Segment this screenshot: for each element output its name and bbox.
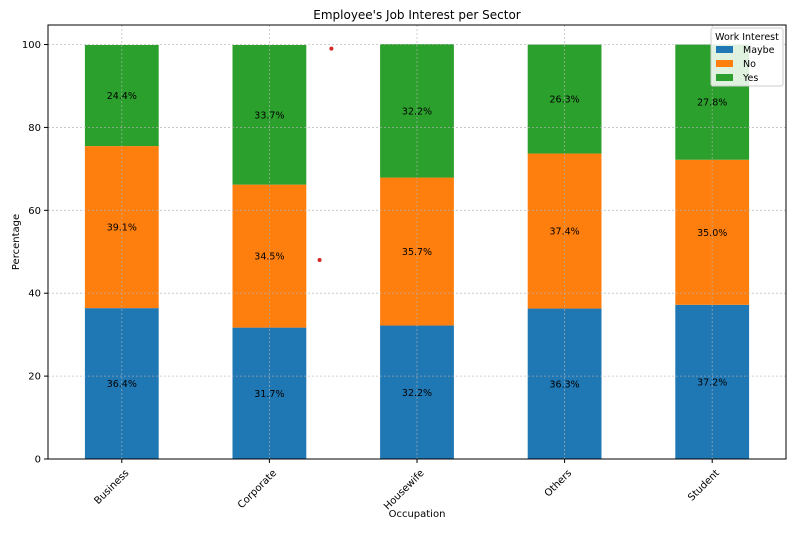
- y-tick-label: 40: [28, 289, 41, 300]
- data-label-maybe-business: 36.4%: [107, 379, 137, 390]
- legend-swatch-no: [716, 60, 733, 67]
- bar-segment-maybe-housewife: [380, 325, 454, 459]
- legend-swatch-yes: [716, 74, 733, 81]
- legend-label-yes: Yes: [742, 73, 758, 84]
- annotations-layer: [317, 46, 334, 263]
- y-tick-label: 20: [28, 372, 41, 383]
- x-tick-label-housewife: Housewife: [382, 468, 427, 513]
- y-tick-label: 80: [28, 123, 41, 134]
- data-label-no-corporate: 34.5%: [254, 252, 284, 263]
- legend: Work Interest Maybe No Yes: [710, 27, 784, 87]
- y-tick-label: 0: [35, 455, 41, 466]
- data-label-maybe-others: 36.3%: [550, 379, 580, 390]
- y-tick-label: 100: [22, 40, 41, 51]
- legend-items: Maybe No Yes: [716, 45, 775, 84]
- y-tick-label: 60: [28, 206, 41, 217]
- legend-label-maybe: Maybe: [743, 45, 775, 56]
- x-tick-label-others: Others: [543, 468, 575, 500]
- data-label-no-others: 37.4%: [550, 227, 580, 238]
- legend-box: [710, 27, 784, 87]
- data-label-yes-corporate: 33.7%: [254, 110, 284, 121]
- data-label-yes-business: 24.4%: [107, 91, 137, 102]
- y-axis-label: Percentage: [11, 214, 22, 270]
- data-label-maybe-corporate: 31.7%: [254, 389, 284, 400]
- chart-title: Employee's Job Interest per Sector: [313, 8, 521, 22]
- annotation-point: [317, 258, 322, 263]
- bar-segment-no-corporate: [232, 184, 307, 328]
- legend-title: Work Interest: [715, 32, 779, 43]
- data-label-maybe-housewife: 32.2%: [402, 388, 432, 399]
- x-tick-label-corporate: Corporate: [236, 468, 279, 511]
- data-label-yes-others: 26.3%: [550, 95, 580, 106]
- legend-label-no: No: [743, 59, 756, 70]
- data-label-no-student: 35.0%: [697, 228, 727, 239]
- legend-swatch-maybe: [716, 46, 733, 53]
- data-label-yes-student: 27.8%: [697, 98, 727, 109]
- data-label-yes-housewife: 32.2%: [402, 106, 432, 117]
- data-label-maybe-student: 37.2%: [697, 377, 727, 388]
- x-tick-label-student: Student: [686, 468, 722, 504]
- x-axis-label: Occupation: [389, 509, 446, 520]
- bar-segment-no-student: [675, 159, 750, 305]
- annotation-point: [329, 46, 334, 51]
- data-labels-layer: 36.4% 39.1% 24.4% 31.7% 34.5% 33.7% 32.2% 35.7%…: [107, 91, 728, 400]
- data-label-no-housewife: 35.7%: [402, 247, 432, 258]
- data-label-no-business: 39.1%: [107, 223, 137, 234]
- x-tick-label-business: Business: [92, 468, 131, 507]
